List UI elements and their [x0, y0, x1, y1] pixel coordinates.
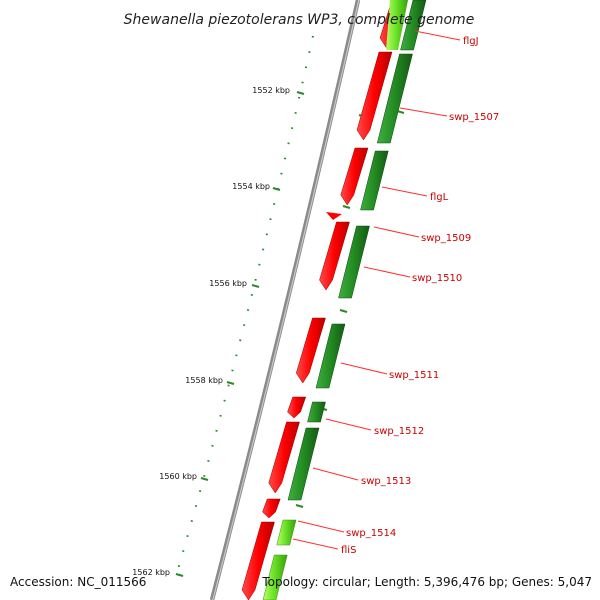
forward-gene — [295, 317, 326, 384]
gene-label: flgL — [430, 192, 449, 203]
scale-tick — [226, 381, 235, 385]
map-title: Shewanella piezotolerans WP3, complete g… — [124, 12, 475, 28]
reverse-gene — [386, 0, 408, 50]
gene-label: swp_1510 — [412, 273, 462, 284]
forward-gene — [356, 51, 393, 141]
scale-tick — [200, 477, 209, 481]
gene-label-line — [340, 362, 388, 375]
gene-label: flgJ — [463, 36, 479, 47]
gene-label-line — [363, 266, 411, 278]
gene-label: fliS — [341, 545, 356, 556]
gene-label-line — [381, 186, 428, 197]
gene-label-line — [297, 520, 345, 533]
gene-label-line — [414, 30, 461, 41]
scale-tick — [175, 573, 184, 577]
reverse-gene — [360, 150, 389, 211]
accession-text: Accession: NC_011566 — [10, 575, 146, 589]
reverse-gene — [338, 225, 370, 299]
scale-label: 1558 kbp — [185, 376, 223, 385]
reverse-strand-genes — [262, 0, 427, 600]
scale-label: 1552 kbp — [252, 86, 290, 95]
gene-label-lines — [292, 30, 461, 550]
scale-label: 1556 kbp — [209, 279, 247, 288]
scale-ticks — [175, 91, 405, 577]
gene-label: swp_1512 — [374, 426, 424, 437]
forward-gene — [287, 396, 307, 419]
reverse-gene — [262, 554, 288, 600]
scale-label: 1560 kbp — [159, 472, 197, 481]
forward-gene — [262, 498, 281, 519]
gene-label-line — [373, 226, 420, 238]
scale-tick — [296, 91, 305, 95]
forward-gene — [340, 147, 369, 206]
gene-label-line — [312, 467, 359, 481]
forward-strand-genes — [241, 0, 406, 600]
forward-gene — [326, 212, 342, 220]
scale-tick — [272, 187, 281, 191]
reverse-gene — [400, 0, 427, 51]
gene-label: swp_1514 — [346, 528, 396, 539]
forward-gene — [268, 421, 300, 494]
gene-label-line — [292, 538, 339, 550]
reverse-gene — [287, 427, 320, 501]
gene-label-line — [399, 107, 448, 117]
gene-label: swp_1511 — [389, 370, 439, 381]
forward-gene — [241, 521, 275, 600]
reverse-gene — [315, 323, 346, 389]
scale-labels: 1552 kbp 1554 kbp 1556 kbp 1558 kbp 1560 kbp… — [132, 86, 290, 577]
genome-backbone — [209, 0, 361, 600]
genome-backbone-highlight — [212, 0, 360, 600]
gene-label: swp_1513 — [361, 476, 411, 487]
reverse-gene — [307, 401, 326, 423]
forward-gene — [319, 221, 350, 291]
reverse-gene — [376, 53, 413, 144]
scale-tick — [251, 284, 260, 288]
scale-tick — [342, 205, 351, 209]
topology-text: Topology: circular; Length: 5,396,476 bp… — [261, 575, 592, 589]
gene-label-line — [325, 418, 372, 431]
gene-label: swp_1509 — [421, 233, 471, 244]
scale-label: 1562 kbp — [132, 568, 170, 577]
reverse-gene — [276, 519, 297, 546]
scale-tick — [339, 309, 348, 313]
gene-label: swp_1507 — [449, 112, 499, 123]
scale-tick — [295, 504, 304, 508]
scale-label: 1554 kbp — [232, 182, 270, 191]
gene-labels: flgJ swp_1507 flgL swp_1509 swp_1510 swp_1511… — [341, 36, 499, 556]
